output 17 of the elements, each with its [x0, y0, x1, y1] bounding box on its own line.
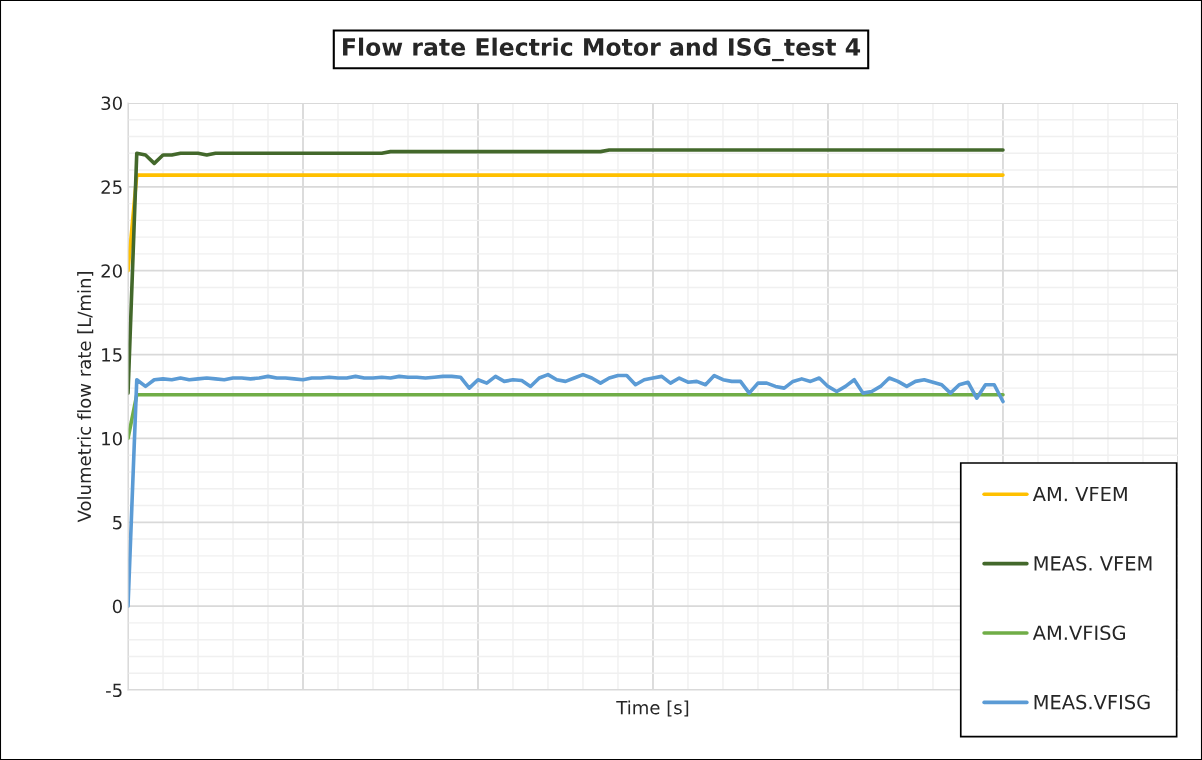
y-tick-label: 30 [101, 96, 122, 111]
legend-label: AM. VFEM [1032, 486, 1127, 502]
legend-label: MEAS.VFISG [1034, 694, 1150, 710]
y-tick-label: 20 [101, 264, 122, 278]
y-axis-title: Volumetric flow rate [L/min] [77, 272, 94, 523]
chart-title: Flow rate Electric Motor and ISG_test 4 [343, 37, 861, 62]
y-tick-label: -5 [106, 683, 122, 698]
line-series [128, 148, 1005, 395]
y-tick-label: 10 [102, 431, 122, 446]
y-tick-label: 15 [102, 348, 122, 362]
y-tick-label: 25 [101, 180, 122, 194]
y-tick-label: 0 [112, 599, 122, 614]
y-tick-label: 5 [113, 515, 122, 530]
legend-label: AM.VFISG [1032, 625, 1125, 641]
x-axis-title: Time [s] [616, 700, 689, 717]
legend-label: MEAS. VFEM [1034, 556, 1152, 571]
line-series [128, 372, 1005, 608]
